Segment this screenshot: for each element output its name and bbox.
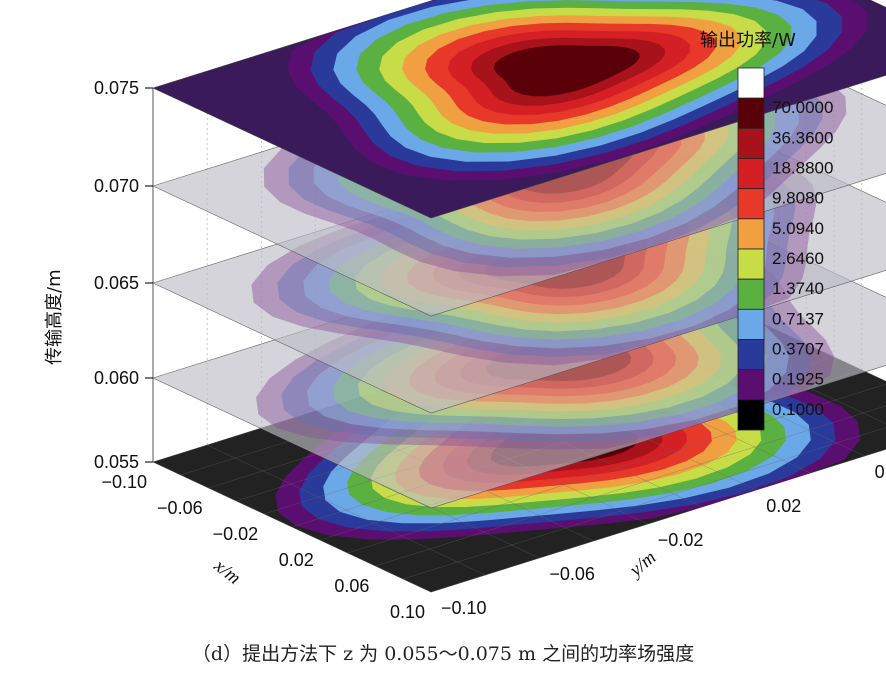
z-tick-label: 0.070	[94, 176, 139, 196]
figure-caption: （d）提出方法下 z 为 0.055～0.075 m 之间的功率场强度	[192, 643, 694, 665]
y-axis-label: y/m	[624, 547, 660, 582]
grid-line	[347, 383, 886, 554]
legend-swatch	[737, 339, 765, 371]
legend-title: 输出功率/W	[700, 30, 796, 51]
x-axis-ticks: −0.10 −0.06 −0.02 0.02 0.06 0.10	[101, 472, 425, 622]
legend-swatch	[737, 308, 765, 340]
grid-line	[403, 427, 886, 580]
legend-value: 0.7137	[772, 309, 824, 328]
legend-swatch	[737, 278, 765, 310]
legend-value: 0.1925	[772, 370, 824, 389]
legend-swatch	[737, 369, 765, 401]
y-tick-label: −0.06	[549, 564, 595, 584]
legend-value: 9.8080	[772, 189, 824, 208]
legend-swatch	[737, 158, 765, 190]
contour-slices	[152, 0, 886, 593]
y-tick-label: −0.02	[658, 530, 704, 550]
z-tick-label: 0.075	[94, 78, 139, 98]
y-axis-ticks: 0.100.060.02−0.02−0.06−0.10	[441, 462, 886, 618]
z-tick-label: 0.060	[94, 368, 139, 388]
legend-value: 5.0940	[772, 219, 824, 238]
legend-value: 0.1000	[772, 400, 824, 419]
legend-value: 70.0000	[772, 98, 833, 117]
z-axis-ticks: 0.075 0.070 0.065 0.060 0.055	[94, 78, 153, 472]
legend-swatch	[737, 399, 765, 431]
y-tick-label: −0.10	[441, 598, 487, 618]
grid-line	[375, 405, 886, 567]
z-tick-label: 0.065	[94, 273, 139, 293]
legend-swatch	[737, 127, 765, 159]
legend-value: 1.3740	[772, 279, 824, 298]
legend-swatch	[737, 188, 765, 220]
legend-value: 0.3707	[772, 339, 824, 358]
x-tick-label: 0.06	[334, 576, 369, 596]
x-tick-label: 0.10	[390, 602, 425, 622]
x-tick-label: 0.02	[279, 550, 314, 570]
legend-swatch	[737, 67, 765, 99]
legend-swatch	[737, 218, 765, 250]
legend-value: 2.6460	[772, 249, 824, 268]
y-tick-label: 0.06	[875, 462, 886, 482]
legend-swatch	[737, 248, 765, 280]
x-axis-label: x/m	[209, 555, 244, 589]
contour-band	[493, 45, 640, 97]
x-tick-label: −0.10	[101, 472, 147, 492]
legend-swatch	[737, 97, 765, 129]
slice-plane	[152, 0, 886, 219]
x-tick-label: −0.02	[213, 524, 259, 544]
color-legend: 70.0000 36.3600 18.8800 9.8080 5.0940 2.6460 1…	[737, 67, 833, 431]
z-axis-label: 传输高度/m	[44, 269, 65, 365]
legend-value: 18.8800	[772, 158, 833, 177]
legend-value: 36.3600	[772, 128, 833, 147]
z-tick-label: 0.055	[94, 452, 139, 472]
x-tick-label: −0.06	[157, 498, 203, 518]
y-tick-label: 0.02	[766, 496, 801, 516]
